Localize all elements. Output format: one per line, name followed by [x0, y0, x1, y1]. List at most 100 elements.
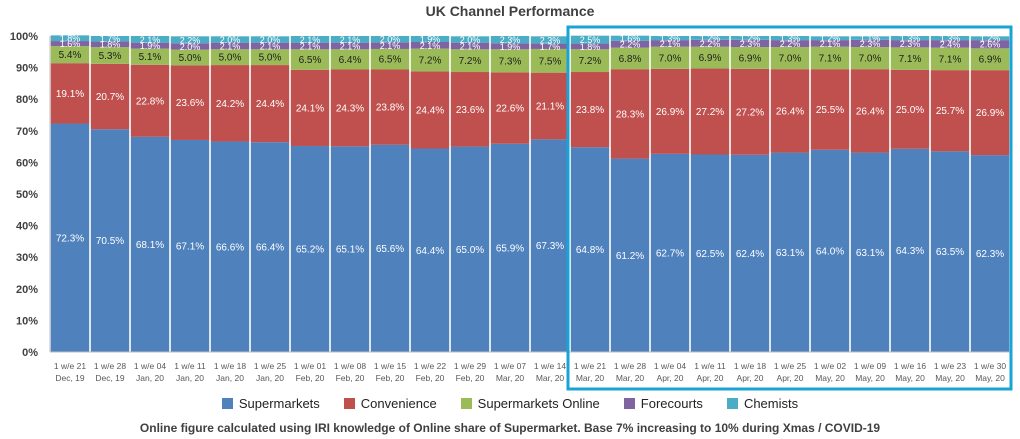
data-label: 64.4% — [416, 246, 444, 257]
bar-segment — [730, 39, 770, 48]
data-label: 65.1% — [336, 245, 364, 256]
x-tick-label: Apr, 20 — [737, 373, 764, 383]
bar-segment — [410, 36, 450, 42]
bar-segment — [250, 49, 290, 66]
bar-segment — [90, 47, 130, 64]
x-tick-label: May, 20 — [855, 373, 885, 383]
bar-segment — [890, 148, 930, 352]
bar-segment — [410, 148, 450, 352]
data-label: 2.0% — [260, 35, 281, 45]
bar-segment — [770, 69, 810, 153]
data-label: 1.2% — [980, 34, 1001, 44]
data-label: 62.7% — [656, 248, 684, 259]
bar-segment — [610, 40, 650, 48]
x-tick-label: 1 w/e 02 — [814, 361, 846, 371]
bar-segment — [130, 64, 170, 137]
x-tick-label: 1 w/e 14 — [534, 361, 566, 371]
bar-segment — [210, 42, 250, 50]
data-label: 65.0% — [456, 245, 484, 256]
x-tick-label: May, 20 — [815, 373, 845, 383]
data-label: 2.2% — [780, 39, 801, 49]
x-tick-label: 1 w/e 09 — [854, 361, 886, 371]
bar-segment — [170, 49, 210, 66]
y-tick-label: 20% — [16, 284, 38, 296]
bar-segment — [290, 42, 330, 50]
data-label: 2.1% — [380, 41, 401, 51]
data-label: 66.4% — [256, 243, 284, 254]
x-tick-label: 1 w/e 21 — [574, 361, 606, 371]
data-label: 7.2% — [579, 56, 602, 67]
x-tick-label: Mar, 20 — [536, 373, 565, 383]
bar-segment — [450, 72, 490, 147]
data-label: 1.2% — [740, 33, 761, 43]
legend-label: Supermarkets — [238, 396, 320, 411]
data-label: 5.1% — [139, 52, 162, 63]
bar-segment — [930, 40, 970, 48]
y-tick-label: 70% — [16, 126, 38, 138]
legend-item: Forecourts — [623, 396, 703, 411]
bar-segment — [290, 36, 330, 43]
data-label: 1.8% — [580, 42, 601, 52]
y-tick-label: 30% — [16, 252, 38, 264]
data-label: 1.9% — [500, 42, 521, 52]
bar-segment — [410, 42, 450, 49]
data-label: 25.7% — [936, 106, 964, 117]
data-label: 24.2% — [216, 99, 244, 110]
bar-segment — [810, 40, 850, 47]
data-label: 72.3% — [56, 233, 84, 244]
bar-segment — [690, 154, 730, 352]
data-label: 21.1% — [536, 101, 564, 112]
data-label: 63.1% — [856, 248, 884, 259]
bar-segment — [450, 49, 490, 73]
y-tick-label: 10% — [16, 315, 38, 327]
bar-segment — [570, 72, 610, 148]
data-label: 5.4% — [59, 50, 82, 61]
chart-footnote: Online figure calculated using IRI knowl… — [139, 421, 881, 435]
bar-segment — [50, 35, 90, 42]
bar-segment — [250, 142, 290, 352]
legend-item: Chemists — [726, 396, 798, 411]
bar-segment — [330, 146, 370, 352]
bar-segment — [530, 43, 570, 49]
bar-segment — [930, 36, 970, 41]
bar-segment — [290, 145, 330, 352]
bar-segment — [290, 49, 330, 70]
data-label: 1.9% — [420, 35, 441, 45]
data-label: 2.1% — [820, 39, 841, 49]
x-tick-label: 1 w/e 15 — [374, 361, 406, 371]
bar-segment — [490, 72, 530, 144]
data-label: 64.3% — [896, 246, 924, 257]
x-tick-label: 1 w/e 28 — [94, 361, 126, 371]
bar-segment — [690, 68, 730, 155]
bar-segment — [970, 48, 1010, 71]
bar-segment — [890, 40, 930, 48]
bar-segment — [330, 42, 370, 50]
y-tick-label: 60% — [16, 157, 38, 169]
data-label: 7.0% — [859, 54, 882, 65]
legend-item: Supermarkets Online — [460, 396, 600, 411]
data-label: 26.9% — [976, 108, 1004, 119]
bar-segment — [50, 63, 90, 124]
bar-segment — [650, 153, 690, 352]
data-label: 61.2% — [616, 251, 644, 262]
bar-segment — [490, 143, 530, 352]
data-label: 23.8% — [376, 103, 404, 114]
highlight-box — [566, 25, 1013, 391]
data-label: 62.3% — [976, 249, 1004, 260]
bar-segment — [810, 69, 850, 150]
bar-segment — [90, 129, 130, 352]
data-label: 1.6% — [60, 39, 81, 49]
data-label: 1.6% — [620, 34, 641, 44]
bar-segment — [530, 72, 570, 140]
data-label: 24.3% — [336, 103, 364, 114]
x-tick-label: 1 w/e 16 — [894, 361, 926, 371]
data-label: 2.2% — [620, 40, 641, 50]
data-label: 22.6% — [496, 104, 524, 115]
x-tick-label: Feb, 20 — [416, 373, 445, 383]
bar-segment — [330, 69, 370, 147]
data-label: 2.5% — [580, 35, 601, 45]
bar-segment — [130, 42, 170, 49]
data-label: 1.8% — [100, 40, 121, 50]
bar-segment — [570, 49, 610, 73]
x-tick-label: 1 w/e 04 — [654, 361, 686, 371]
